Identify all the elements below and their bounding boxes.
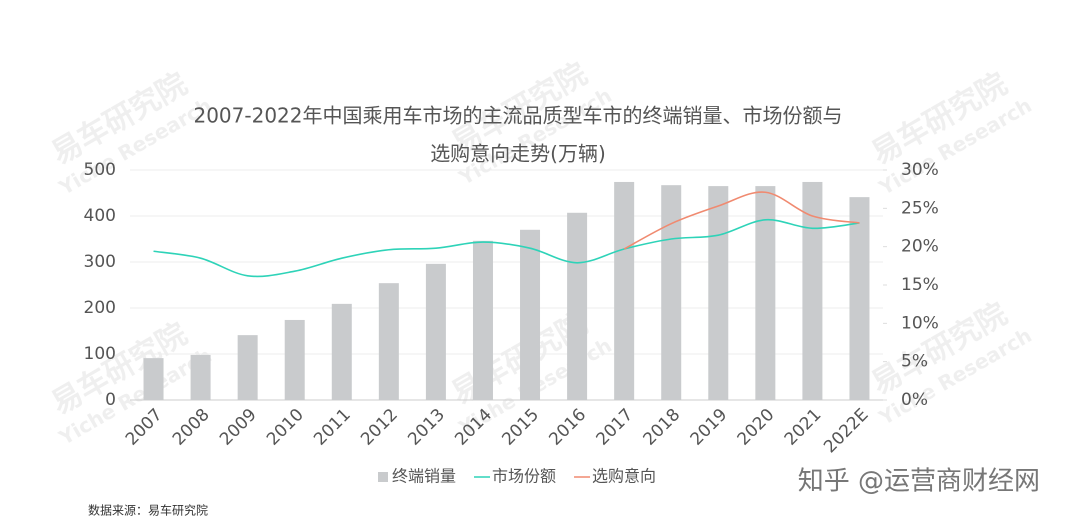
bar bbox=[708, 186, 729, 400]
bar bbox=[378, 283, 399, 400]
y2-tick-label: 0% bbox=[901, 390, 928, 410]
credit: 知乎 @运营商财经网 bbox=[798, 467, 1040, 497]
bar bbox=[331, 303, 352, 400]
bar bbox=[520, 229, 541, 400]
y2-tick-label: 15% bbox=[901, 275, 939, 295]
y-tick-label: 500 bbox=[84, 160, 116, 180]
legend-label: 选购意向 bbox=[592, 467, 656, 486]
y2-tick-label: 5% bbox=[901, 352, 928, 372]
line bbox=[153, 219, 860, 278]
bar bbox=[614, 181, 635, 400]
chart-title: 2007-2022年中国乘用车市场的主流品质型车市的终端销量、市场份额与 bbox=[193, 104, 842, 128]
bar bbox=[143, 358, 164, 400]
legend-label: 终端销量 bbox=[392, 467, 456, 486]
y-tick-label: 300 bbox=[84, 252, 116, 272]
bar bbox=[661, 185, 682, 400]
bar bbox=[284, 319, 305, 400]
y2-tick-label: 25% bbox=[901, 198, 939, 218]
bar bbox=[472, 240, 493, 400]
y2-tick-label: 20% bbox=[901, 237, 939, 257]
chart-title: 选购意向走势(万辆) bbox=[430, 142, 606, 166]
y-tick-label: 0 bbox=[105, 390, 116, 410]
bar bbox=[190, 354, 211, 400]
y2-tick-label: 30% bbox=[901, 160, 939, 180]
y2-tick-label: 10% bbox=[901, 313, 939, 333]
bar bbox=[755, 186, 776, 400]
bar bbox=[425, 263, 446, 400]
bar bbox=[849, 197, 870, 400]
y-tick-label: 100 bbox=[84, 344, 116, 364]
bar bbox=[567, 212, 588, 400]
bar bbox=[802, 181, 823, 400]
legend-label: 市场份额 bbox=[492, 467, 556, 486]
line bbox=[623, 191, 860, 250]
legend-swatch bbox=[378, 472, 388, 482]
bar bbox=[237, 335, 258, 400]
y-tick-label: 200 bbox=[84, 298, 116, 318]
y-tick-label: 400 bbox=[84, 206, 116, 226]
source-note: 数据来源：易车研究院 bbox=[88, 503, 208, 518]
